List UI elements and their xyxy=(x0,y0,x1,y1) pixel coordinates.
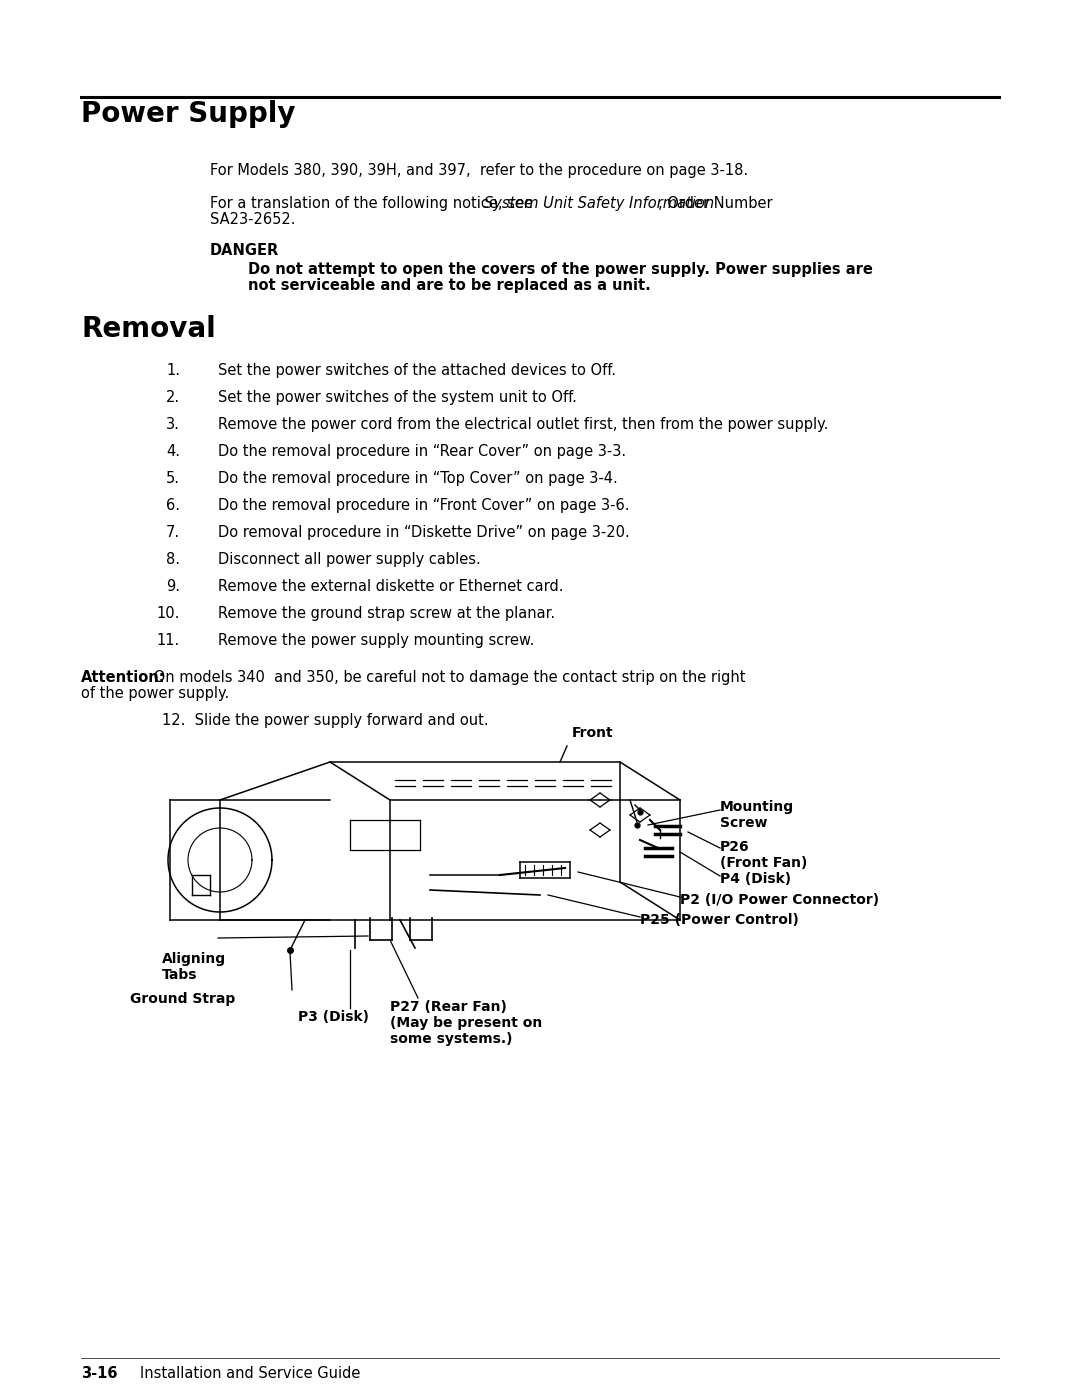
Text: 3-16: 3-16 xyxy=(81,1366,118,1382)
Text: Mounting
Screw: Mounting Screw xyxy=(720,800,794,830)
Text: Do removal procedure in “Diskette Drive” on page 3-20.: Do removal procedure in “Diskette Drive”… xyxy=(218,525,630,541)
Text: P4 (Disk): P4 (Disk) xyxy=(720,872,792,886)
Text: 7.: 7. xyxy=(166,525,180,541)
Text: 9.: 9. xyxy=(166,578,180,594)
Text: P27 (Rear Fan)
(May be present on
some systems.): P27 (Rear Fan) (May be present on some s… xyxy=(390,1000,542,1046)
Text: Disconnect all power supply cables.: Disconnect all power supply cables. xyxy=(218,552,481,567)
Text: 6.: 6. xyxy=(166,497,180,513)
Text: Set the power switches of the attached devices to Off.: Set the power switches of the attached d… xyxy=(218,363,616,379)
Text: 5.: 5. xyxy=(166,471,180,486)
Text: 11.: 11. xyxy=(157,633,180,648)
Text: Do the removal procedure in “Rear Cover” on page 3-3.: Do the removal procedure in “Rear Cover”… xyxy=(218,444,626,460)
Text: For Models 380, 390, 39H, and 397,  refer to the procedure on page 3-18.: For Models 380, 390, 39H, and 397, refer… xyxy=(210,163,748,177)
Text: 8.: 8. xyxy=(166,552,180,567)
Text: Remove the power cord from the electrical outlet first, then from the power supp: Remove the power cord from the electrica… xyxy=(218,416,828,432)
Text: Attention:: Attention: xyxy=(81,671,165,685)
Text: P3 (Disk): P3 (Disk) xyxy=(298,1010,369,1024)
Text: Removal: Removal xyxy=(81,314,216,344)
Text: 3.: 3. xyxy=(166,416,180,432)
Text: 10.: 10. xyxy=(157,606,180,622)
Text: DANGER: DANGER xyxy=(210,243,280,258)
Text: Remove the power supply mounting screw.: Remove the power supply mounting screw. xyxy=(218,633,535,648)
Text: 1.: 1. xyxy=(166,363,180,379)
Text: System Unit Safety Information: System Unit Safety Information xyxy=(484,196,714,211)
Text: of the power supply.: of the power supply. xyxy=(81,686,229,701)
Text: Remove the external diskette or Ethernet card.: Remove the external diskette or Ethernet… xyxy=(218,578,564,594)
Text: Front: Front xyxy=(572,726,613,740)
Text: Do the removal procedure in “Front Cover” on page 3-6.: Do the removal procedure in “Front Cover… xyxy=(218,497,630,513)
Text: On models 340  and 350, be careful not to damage the contact strip on the right: On models 340 and 350, be careful not to… xyxy=(149,671,745,685)
Text: 2.: 2. xyxy=(166,390,180,405)
Text: Aligning
Tabs: Aligning Tabs xyxy=(162,951,226,982)
Text: Do not attempt to open the covers of the power supply. Power supplies are: Do not attempt to open the covers of the… xyxy=(248,263,873,277)
Text: For a translation of the following notice, see: For a translation of the following notic… xyxy=(210,196,538,211)
Text: Power Supply: Power Supply xyxy=(81,101,296,129)
Text: P26
(Front Fan): P26 (Front Fan) xyxy=(720,840,808,870)
Text: Ground Strap: Ground Strap xyxy=(130,992,235,1006)
Text: Remove the ground strap screw at the planar.: Remove the ground strap screw at the pla… xyxy=(218,606,555,622)
Text: P2 (I/O Power Connector): P2 (I/O Power Connector) xyxy=(680,893,879,907)
Text: Installation and Service Guide: Installation and Service Guide xyxy=(140,1366,361,1382)
Text: 4.: 4. xyxy=(166,444,180,460)
Text: SA23-2652.: SA23-2652. xyxy=(210,212,296,226)
Text: , Order Number: , Order Number xyxy=(658,196,773,211)
Text: P25 (Power Control): P25 (Power Control) xyxy=(640,914,799,928)
Text: not serviceable and are to be replaced as a unit.: not serviceable and are to be replaced a… xyxy=(248,278,651,293)
Text: Set the power switches of the system unit to Off.: Set the power switches of the system uni… xyxy=(218,390,577,405)
Text: 12.  Slide the power supply forward and out.: 12. Slide the power supply forward and o… xyxy=(162,712,488,728)
Text: Do the removal procedure in “Top Cover” on page 3-4.: Do the removal procedure in “Top Cover” … xyxy=(218,471,618,486)
